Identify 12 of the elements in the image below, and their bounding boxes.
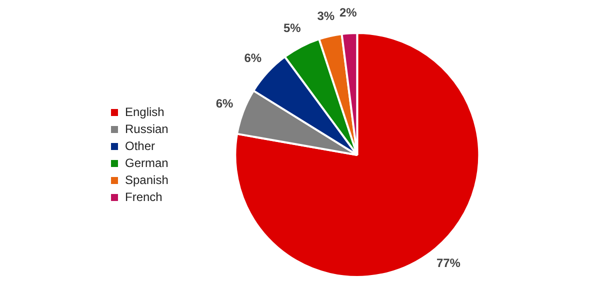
data-label: 6% [244, 50, 262, 65]
data-label: 2% [340, 6, 358, 20]
legend-label: Other [125, 138, 156, 153]
legend-label: English [125, 104, 164, 119]
legend-label: German [125, 156, 168, 170]
data-label: 77% [436, 256, 461, 270]
legend-label: French [125, 190, 162, 204]
data-label: 6% [216, 96, 234, 111]
legend-label: Spanish [125, 172, 168, 187]
data-label: 3% [317, 8, 335, 23]
data-label: 5% [283, 21, 302, 36]
legend-label: Russian [125, 122, 168, 136]
